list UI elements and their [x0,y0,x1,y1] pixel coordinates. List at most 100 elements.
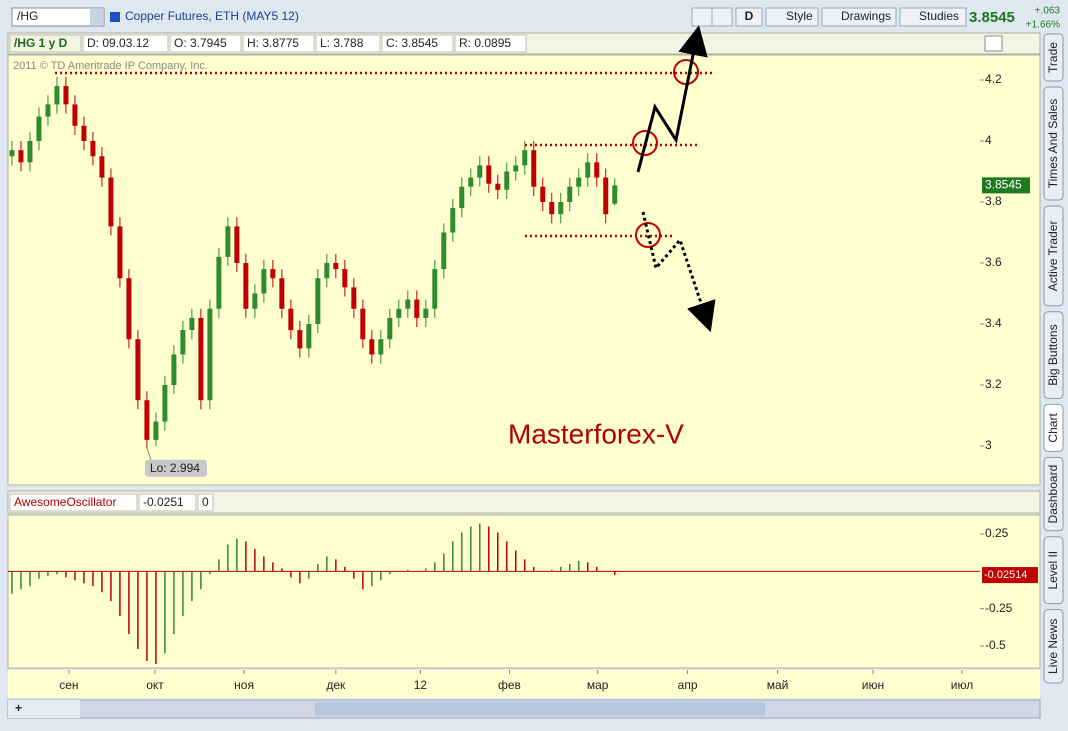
candle-body [225,226,231,257]
y-tick-label: 4.2 [985,72,1002,86]
scroll-thumb[interactable] [315,702,765,716]
side-tab-label: Chart [1046,413,1060,443]
candle-body [495,183,501,190]
candle-body [585,162,591,178]
y-tick-label: 3.4 [985,316,1002,330]
annotation-text: Masterforex-V [508,418,684,449]
button-label: D [745,9,754,23]
candle-body [9,150,15,157]
y-tick-label: -0.5 [985,638,1006,652]
side-tab-label: Dashboard [1046,465,1060,524]
osc-header-value: AwesomeOscillator [14,495,116,509]
zoom-controls[interactable] [8,700,80,718]
candle-body [513,165,519,172]
candle-body [180,330,186,355]
candle-body [297,330,303,349]
side-tab[interactable] [1043,33,1064,82]
candle-body [576,177,582,187]
description: Copper Futures, ETH (MAY5 12) [125,9,299,23]
side-tab[interactable] [1043,536,1064,605]
side-tab[interactable] [1043,456,1064,532]
watermark: 2011 © TD Ameritrade IP Company, Inc. [13,60,208,72]
candle-body [63,86,69,105]
candle-body [162,384,168,422]
header-value: L: 3.788 [320,36,364,50]
studies-button[interactable] [899,7,967,27]
y-tick-label: 3.2 [985,377,1002,391]
candle-body [234,226,240,263]
x-tick-label: ноя [234,678,254,692]
candle-body [36,116,42,141]
candle-body [567,186,573,202]
oscillator-panel [7,514,1041,669]
candle-body [549,201,555,215]
y-tick-label: 4 [985,133,992,147]
candle-body [531,150,537,187]
price-panel [7,54,1041,486]
symbol-dropdown[interactable] [90,9,103,25]
osc-last-label: -0.02514 [984,569,1027,581]
candle-body [252,293,258,309]
candle-body [279,278,285,309]
header-value: /HG 1 y D [14,36,68,50]
x-tick-label: 12 [414,678,428,692]
header-cell [9,34,82,53]
header-value: C: 3.8545 [386,36,438,50]
candle-body [27,141,33,163]
aggregation-button[interactable] [735,7,763,27]
drawings-button[interactable] [821,7,897,27]
candle-body [108,177,114,227]
last-price-label: 3.8545 [985,178,1022,192]
candle-body [459,186,465,209]
symbol-box[interactable] [11,7,105,27]
side-tab[interactable] [1043,609,1064,684]
candle-body [207,308,213,401]
side-tabs: Trade Times And Sales Active Trader Big But… [1043,33,1064,684]
style-button[interactable] [765,7,819,27]
x-tick-label: сен [59,678,78,692]
candle-body [396,308,402,318]
x-tick-label: дек [326,678,346,692]
header-cell [381,34,454,53]
candle-body [333,262,339,270]
candle-body [72,104,78,126]
button-label: Studies [919,9,959,23]
candle-body [504,171,510,190]
button-label: Style [786,9,813,23]
candle-body [486,165,492,184]
low-label: Lo: 2.994 [150,461,200,475]
candle-body [144,400,150,440]
candle-body [126,278,132,340]
side-tab[interactable] [1043,205,1064,307]
net-change: +.063 [1035,6,1061,17]
side-tab[interactable] [1043,403,1064,452]
zoom-icon[interactable]: + [15,701,22,715]
y-tick-label: 3.8 [985,194,1002,208]
candle-body [45,104,51,117]
osc-header-value: -0.0251 [143,495,184,509]
candle-body [90,141,96,157]
osc-header-value: 0 [202,495,209,509]
header-cell [315,34,381,53]
x-tick-label: май [767,678,789,692]
side-tab[interactable] [1043,311,1064,399]
low-badge [144,459,207,477]
y-tick-label: 3 [985,438,992,452]
y-tick-label: 3.6 [985,255,1002,269]
low-leader [146,447,152,460]
panel-icon[interactable] [984,35,1003,52]
side-tab[interactable] [1043,86,1064,201]
candle-body [414,299,420,318]
candle-body [117,226,123,279]
candle-body [612,185,618,204]
y-tick-label: -0.25 [985,601,1013,615]
candle-body [81,125,87,141]
x-axis [8,670,1040,698]
candle-body [540,186,546,202]
tool-button[interactable] [691,7,713,27]
x-tick-label: июл [951,678,973,692]
tool-button[interactable] [711,7,733,27]
percent-change: +1.66% [1026,20,1060,31]
candle-body [135,339,141,401]
